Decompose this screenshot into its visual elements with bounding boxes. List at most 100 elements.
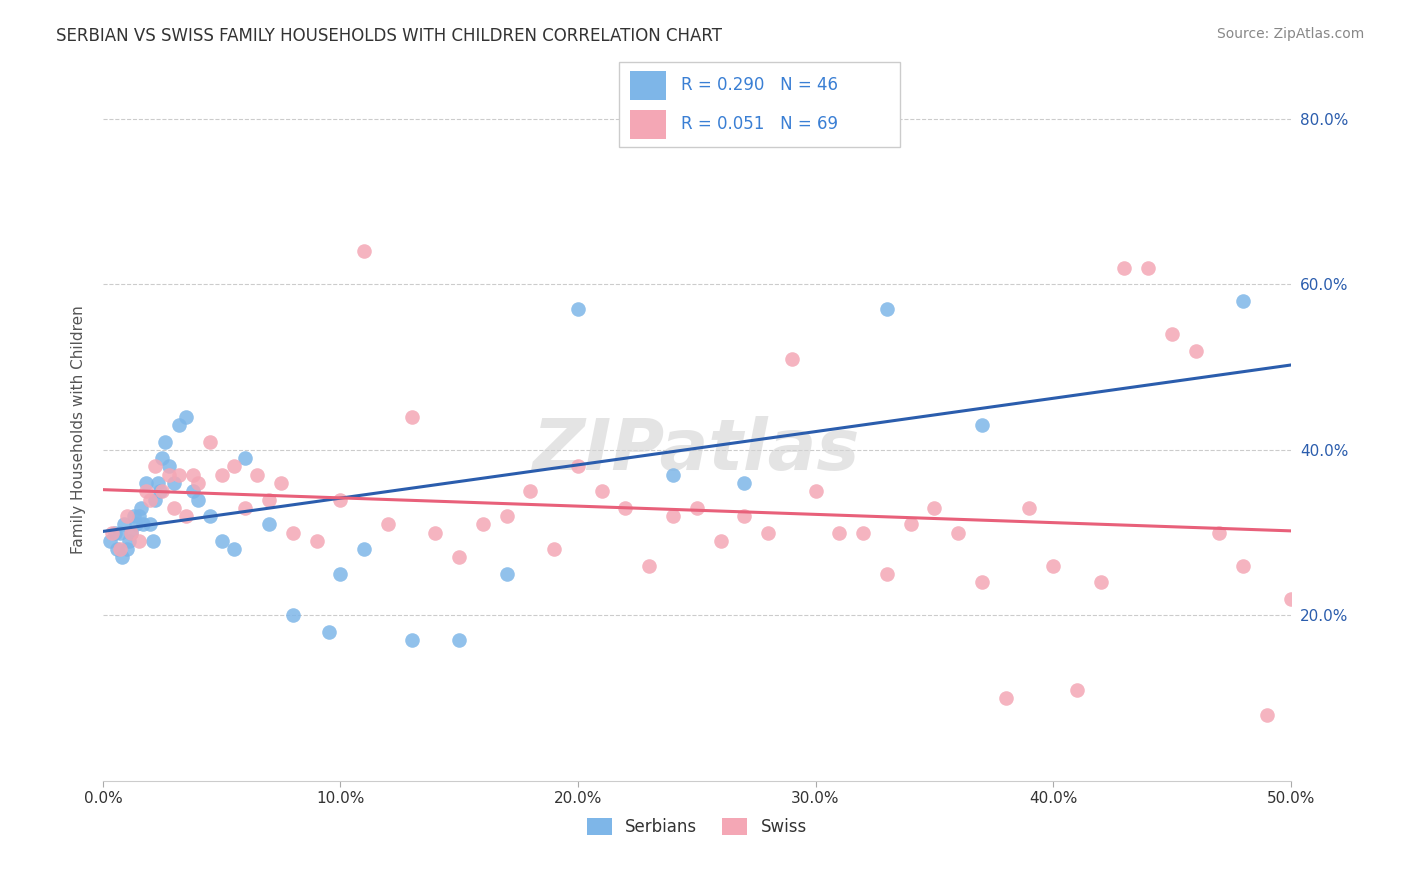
Point	[329, 492, 352, 507]
Point	[187, 492, 209, 507]
Point	[1208, 525, 1230, 540]
Point	[1303, 583, 1326, 598]
Point	[111, 550, 134, 565]
Point	[495, 567, 517, 582]
Point	[146, 475, 169, 490]
Point	[112, 517, 135, 532]
Point	[174, 509, 197, 524]
Point	[852, 525, 875, 540]
Point	[449, 633, 471, 648]
Point	[804, 484, 827, 499]
Point	[281, 608, 304, 623]
Point	[876, 302, 898, 317]
Point	[246, 467, 269, 482]
Point	[174, 409, 197, 424]
Point	[1184, 343, 1206, 358]
Point	[543, 542, 565, 557]
Point	[108, 525, 131, 540]
Text: ZIPatlas: ZIPatlas	[533, 416, 860, 485]
Point	[167, 418, 190, 433]
Point	[108, 542, 131, 557]
Point	[139, 517, 162, 532]
Point	[1232, 293, 1254, 308]
Point	[1256, 707, 1278, 722]
Point	[686, 500, 709, 515]
Point	[329, 567, 352, 582]
Point	[1351, 517, 1374, 532]
Point	[567, 302, 589, 317]
Point	[567, 459, 589, 474]
Point	[305, 533, 328, 548]
Point	[1114, 260, 1136, 275]
Point	[1090, 575, 1112, 590]
Point	[970, 575, 993, 590]
Point	[876, 567, 898, 582]
Point	[970, 418, 993, 433]
Point	[105, 542, 128, 557]
Point	[198, 509, 221, 524]
Point	[235, 500, 257, 515]
Point	[591, 484, 613, 499]
Point	[143, 492, 166, 507]
Point	[142, 533, 165, 548]
Point	[115, 542, 138, 557]
Point	[118, 533, 141, 548]
Point	[128, 509, 150, 524]
Point	[163, 475, 186, 490]
Point	[98, 533, 121, 548]
Point	[235, 451, 257, 466]
Point	[353, 244, 375, 259]
Point	[132, 517, 155, 532]
Point	[150, 484, 173, 499]
Point	[900, 517, 922, 532]
Point	[353, 542, 375, 557]
Point	[756, 525, 779, 540]
Point	[709, 533, 731, 548]
Point	[662, 467, 685, 482]
Point	[153, 434, 176, 449]
Point	[157, 459, 180, 474]
Text: Source: ZipAtlas.com: Source: ZipAtlas.com	[1216, 27, 1364, 41]
Point	[1042, 558, 1064, 573]
Point	[946, 525, 969, 540]
Point	[425, 525, 447, 540]
Point	[401, 409, 423, 424]
Point	[167, 467, 190, 482]
Point	[125, 517, 148, 532]
Point	[115, 509, 138, 524]
Point	[733, 475, 755, 490]
Point	[1018, 500, 1040, 515]
Point	[924, 500, 946, 515]
Point	[281, 525, 304, 540]
Point	[181, 467, 204, 482]
Point	[211, 467, 233, 482]
Point	[472, 517, 495, 532]
Point	[120, 525, 142, 540]
Text: R = 0.290   N = 46: R = 0.290 N = 46	[681, 77, 838, 95]
Point	[198, 434, 221, 449]
Legend: Serbians, Swiss: Serbians, Swiss	[581, 812, 814, 843]
Point	[150, 451, 173, 466]
Bar	[630, 71, 666, 100]
Point	[129, 500, 152, 515]
Point	[257, 492, 280, 507]
Point	[135, 475, 157, 490]
Point	[135, 484, 157, 499]
Y-axis label: Family Households with Children: Family Households with Children	[72, 305, 86, 554]
Point	[1160, 326, 1182, 341]
Point	[211, 533, 233, 548]
Point	[662, 509, 685, 524]
Point	[1137, 260, 1160, 275]
Point	[614, 500, 637, 515]
Text: R = 0.051   N = 69: R = 0.051 N = 69	[681, 115, 838, 133]
Point	[187, 475, 209, 490]
Point	[1375, 550, 1398, 565]
Point	[120, 525, 142, 540]
Point	[222, 459, 245, 474]
Point	[163, 500, 186, 515]
Point	[401, 633, 423, 648]
Point	[257, 517, 280, 532]
Point	[139, 492, 162, 507]
Point	[181, 484, 204, 499]
Bar	[630, 110, 666, 139]
